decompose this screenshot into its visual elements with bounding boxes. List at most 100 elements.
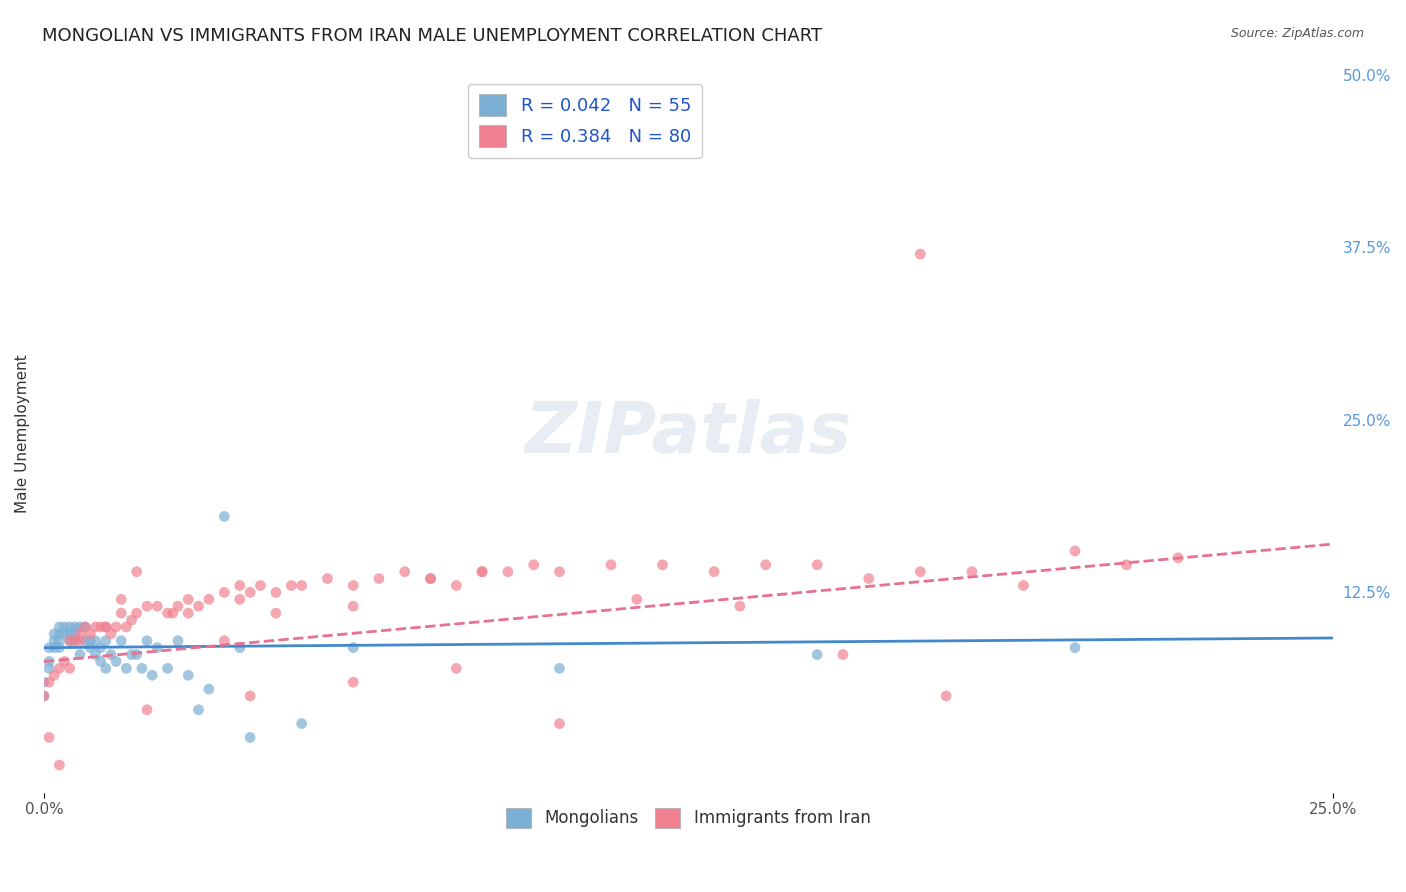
Point [167, 599, 190, 614]
Point [121, 613, 143, 627]
Point [187, 599, 209, 614]
Point [125, 648, 148, 662]
Point [48, 661, 70, 675]
Point [136, 703, 159, 717]
Point [858, 572, 880, 586]
Point [523, 558, 546, 572]
Point [84, 633, 107, 648]
Point [59, 620, 82, 634]
Point [32, 675, 55, 690]
Point [198, 682, 221, 697]
Point [177, 592, 200, 607]
Point [1012, 578, 1035, 592]
Text: Source: ZipAtlas.com: Source: ZipAtlas.com [1230, 27, 1364, 40]
Point [53, 627, 76, 641]
Point [63, 627, 86, 641]
Point [342, 640, 364, 655]
Point [59, 633, 82, 648]
Point [84, 620, 107, 634]
Point [38, 731, 60, 745]
Point [229, 578, 252, 592]
Point [910, 247, 932, 261]
Point [94, 620, 117, 634]
Point [728, 599, 751, 614]
Point [249, 578, 271, 592]
Point [59, 661, 82, 675]
Point [38, 640, 60, 655]
Point [125, 606, 148, 620]
Point [79, 627, 101, 641]
Point [110, 592, 132, 607]
Point [703, 565, 725, 579]
Point [100, 627, 122, 641]
Point [548, 661, 571, 675]
Point [471, 565, 494, 579]
Point [935, 689, 957, 703]
Point [214, 509, 236, 524]
Point [368, 572, 391, 586]
Point [187, 703, 209, 717]
Point [146, 640, 169, 655]
Point [48, 640, 70, 655]
Point [291, 716, 314, 731]
Point [548, 716, 571, 731]
Point [48, 758, 70, 772]
Point [280, 578, 302, 592]
Point [342, 599, 364, 614]
Point [38, 661, 60, 675]
Point [264, 606, 287, 620]
Point [110, 633, 132, 648]
Point [69, 627, 91, 641]
Point [291, 578, 314, 592]
Point [69, 620, 91, 634]
Point [471, 565, 494, 579]
Point [755, 558, 778, 572]
Point [105, 620, 128, 634]
Point [53, 655, 76, 669]
Point [960, 565, 983, 579]
Point [177, 668, 200, 682]
Point [264, 585, 287, 599]
Point [75, 620, 97, 634]
Point [44, 633, 66, 648]
Point [32, 689, 55, 703]
Point [167, 633, 190, 648]
Point [121, 648, 143, 662]
Point [600, 558, 623, 572]
Point [141, 668, 163, 682]
Point [156, 606, 179, 620]
Point [59, 627, 82, 641]
Point [115, 661, 138, 675]
Point [316, 572, 339, 586]
Point [115, 620, 138, 634]
Point [53, 620, 76, 634]
Point [69, 633, 91, 648]
Point [94, 620, 117, 634]
Point [84, 648, 107, 662]
Point [177, 606, 200, 620]
Point [198, 592, 221, 607]
Legend: Mongolians, Immigrants from Iran: Mongolians, Immigrants from Iran [499, 801, 877, 835]
Point [90, 655, 112, 669]
Text: ZIPatlas: ZIPatlas [524, 399, 852, 468]
Point [394, 565, 416, 579]
Point [626, 592, 648, 607]
Point [136, 633, 159, 648]
Point [44, 627, 66, 641]
Point [806, 648, 828, 662]
Point [75, 633, 97, 648]
Point [48, 633, 70, 648]
Point [239, 731, 262, 745]
Point [342, 578, 364, 592]
Point [90, 620, 112, 634]
Point [110, 606, 132, 620]
Point [806, 558, 828, 572]
Point [90, 640, 112, 655]
Point [48, 627, 70, 641]
Point [75, 620, 97, 634]
Point [136, 599, 159, 614]
Point [1167, 550, 1189, 565]
Point [446, 578, 468, 592]
Point [1064, 640, 1087, 655]
Point [125, 565, 148, 579]
